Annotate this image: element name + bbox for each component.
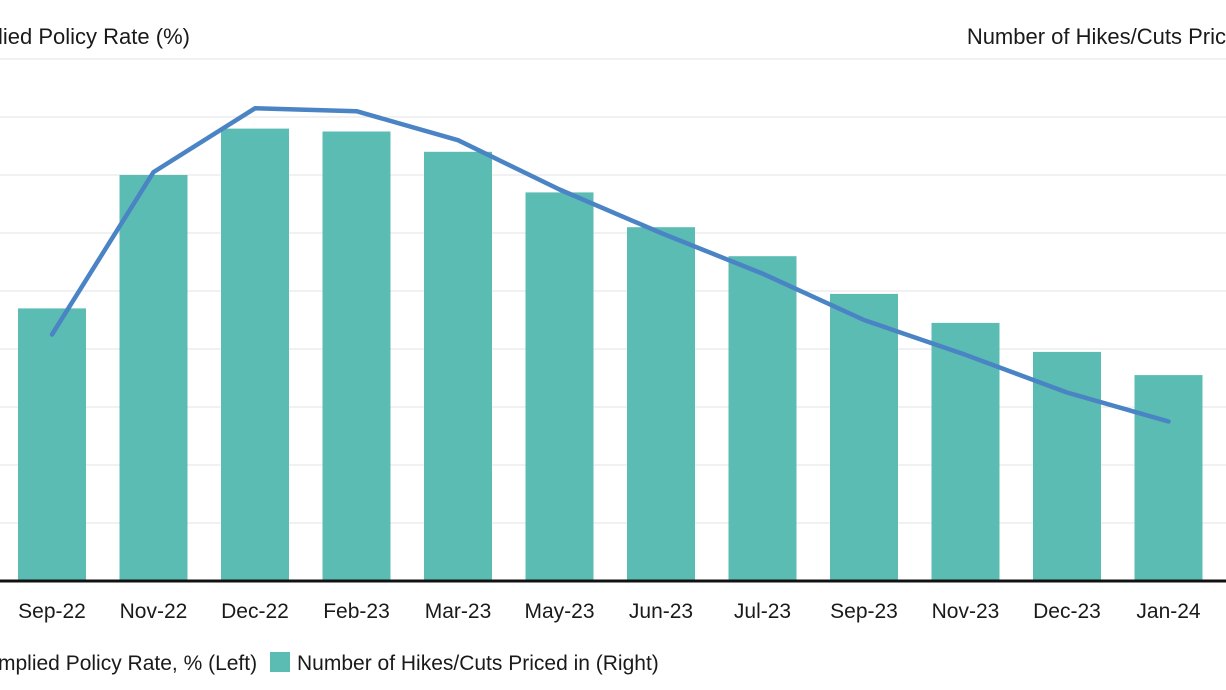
- legend-label-hikes-cuts: Number of Hikes/Cuts Priced in (Right): [297, 652, 659, 675]
- gridlines: [0, 58, 1226, 524]
- x-tick-labels: Sep-22 Nov-22 Dec-22 Feb-23 Mar-23 May-23 Jun-…: [18, 600, 1201, 623]
- x-tick-label: Nov-23: [932, 600, 1000, 623]
- left-axis-title: lied Policy Rate (%): [0, 24, 190, 49]
- x-tick-label: Nov-22: [120, 600, 188, 623]
- line-series: [49, 106, 1171, 424]
- bar-mar-23: [424, 151, 492, 582]
- bar-jan-24: [1134, 375, 1203, 581]
- x-tick-label: Sep-22: [18, 600, 86, 623]
- legend-bar-swatch: [270, 652, 290, 672]
- x-tick-label: Jul-23: [734, 600, 791, 623]
- bar-sep-22: [18, 308, 86, 581]
- right-axis-title: Number of Hikes/Cuts Pric: [967, 24, 1226, 49]
- x-tick-label: Jan-24: [1136, 600, 1201, 623]
- bar-series: [18, 128, 1203, 582]
- bar-may-23: [525, 192, 594, 581]
- legend-label-policy-rate: mplied Policy Rate, % (Left): [0, 652, 257, 675]
- x-tick-label: Dec-23: [1033, 600, 1101, 623]
- bar-nov-23: [931, 322, 1000, 581]
- bar-jul-23: [728, 256, 797, 581]
- policy-rate-line: [49, 106, 1171, 424]
- bar-sep-23: [830, 293, 898, 581]
- bar-nov-22: [119, 175, 188, 581]
- x-tick-label: Dec-22: [221, 600, 289, 623]
- bar-dec-22: [221, 128, 289, 581]
- x-tick-label: May-23: [524, 600, 594, 623]
- legend: mplied Policy Rate, % (Left) Number of H…: [0, 652, 659, 675]
- x-tick-label: Jun-23: [629, 600, 693, 623]
- x-tick-label: Feb-23: [323, 600, 390, 623]
- bar-jun-23: [627, 227, 695, 581]
- x-tick-label: Sep-23: [830, 600, 898, 623]
- bar-dec-23: [1033, 351, 1101, 581]
- bar-feb-23: [322, 131, 391, 581]
- x-tick-label: Mar-23: [425, 600, 492, 623]
